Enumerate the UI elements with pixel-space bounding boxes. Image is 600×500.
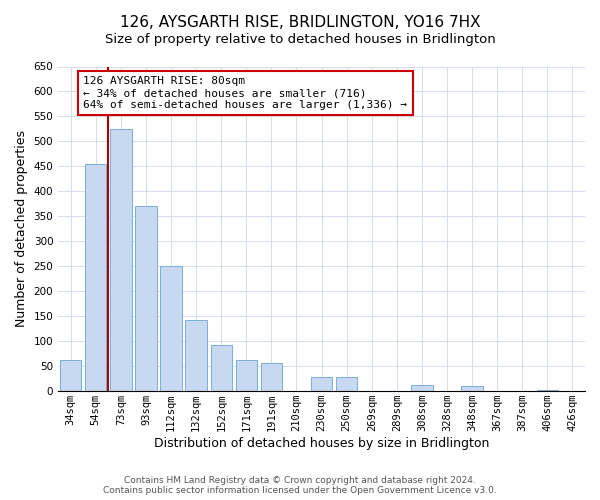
Bar xyxy=(261,362,282,391)
Y-axis label: Number of detached properties: Number of detached properties xyxy=(15,130,28,328)
Text: 126, AYSGARTH RISE, BRIDLINGTON, YO16 7HX: 126, AYSGARTH RISE, BRIDLINGTON, YO16 7H… xyxy=(119,15,481,30)
Bar xyxy=(461,386,483,391)
Text: 126 AYSGARTH RISE: 80sqm
← 34% of detached houses are smaller (716)
64% of semi-: 126 AYSGARTH RISE: 80sqm ← 34% of detach… xyxy=(83,76,407,110)
Bar xyxy=(537,390,558,391)
Bar xyxy=(311,377,332,391)
Bar xyxy=(160,266,182,391)
Bar xyxy=(185,320,207,391)
Text: Size of property relative to detached houses in Bridlington: Size of property relative to detached ho… xyxy=(104,32,496,46)
Text: Contains HM Land Registry data © Crown copyright and database right 2024.
Contai: Contains HM Land Registry data © Crown c… xyxy=(103,476,497,495)
Bar xyxy=(336,377,358,391)
Bar xyxy=(211,344,232,391)
Bar xyxy=(411,385,433,391)
Bar xyxy=(136,206,157,391)
Bar xyxy=(110,129,131,391)
Bar xyxy=(236,360,257,391)
Bar xyxy=(60,360,82,391)
X-axis label: Distribution of detached houses by size in Bridlington: Distribution of detached houses by size … xyxy=(154,437,489,450)
Bar xyxy=(85,164,106,391)
